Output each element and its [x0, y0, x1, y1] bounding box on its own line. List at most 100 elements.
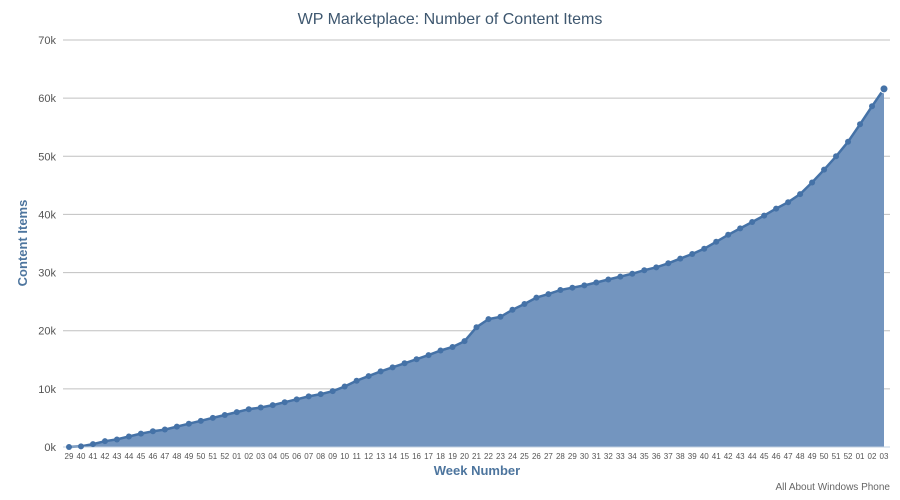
- data-point[interactable]: [245, 406, 252, 413]
- data-point[interactable]: [401, 360, 408, 367]
- y-axis-ticks: 0k 10k 20k 30k 40k 50k 60k 70k: [38, 35, 56, 454]
- data-point[interactable]: [89, 441, 96, 448]
- data-point[interactable]: [221, 412, 228, 419]
- x-tick-label: 08: [316, 452, 325, 461]
- data-point[interactable]: [377, 368, 384, 375]
- data-point[interactable]: [269, 402, 276, 409]
- data-point[interactable]: [641, 267, 648, 274]
- data-point[interactable]: [593, 279, 600, 286]
- data-point[interactable]: [557, 287, 564, 294]
- x-tick-label: 52: [844, 452, 853, 461]
- data-point[interactable]: [137, 430, 144, 437]
- data-point[interactable]: [353, 377, 360, 384]
- data-point[interactable]: [77, 443, 84, 450]
- data-point[interactable]: [857, 121, 864, 128]
- data-point[interactable]: [197, 417, 204, 424]
- data-point[interactable]: [713, 238, 720, 245]
- data-point[interactable]: [437, 347, 444, 354]
- data-point[interactable]: [413, 356, 420, 363]
- data-point[interactable]: [293, 396, 300, 403]
- x-tick-label: 30: [580, 452, 589, 461]
- x-tick-label: 52: [220, 452, 229, 461]
- data-point[interactable]: [761, 212, 768, 219]
- data-point[interactable]: [665, 260, 672, 267]
- x-tick-label: 47: [784, 452, 793, 461]
- x-tick-label: 34: [628, 452, 637, 461]
- x-tick-label: 41: [89, 452, 98, 461]
- x-axis-ticks: 29 40 41 42 43 44 45 46 47 48 49 50 51 52 01 02 03 04 05 06…: [65, 452, 889, 461]
- data-point[interactable]: [737, 225, 744, 232]
- x-tick-label: 44: [124, 452, 133, 461]
- data-point[interactable]: [533, 294, 540, 301]
- x-tick-label: 42: [724, 452, 733, 461]
- data-point[interactable]: [581, 282, 588, 289]
- data-point[interactable]: [485, 316, 492, 323]
- data-point[interactable]: [605, 276, 612, 283]
- data-point[interactable]: [209, 414, 216, 421]
- data-point[interactable]: [425, 352, 432, 359]
- data-point[interactable]: [545, 291, 552, 298]
- data-point[interactable]: [569, 284, 576, 291]
- data-point[interactable]: [749, 218, 756, 225]
- x-tick-label: 10: [340, 452, 349, 461]
- data-point[interactable]: [449, 343, 456, 350]
- data-point[interactable]: [821, 166, 828, 173]
- x-tick-label: 01: [232, 452, 241, 461]
- data-point[interactable]: [677, 255, 684, 262]
- data-point[interactable]: [149, 428, 156, 435]
- x-tick-label: 29: [65, 452, 74, 461]
- data-point[interactable]: [281, 399, 288, 406]
- data-point[interactable]: [329, 388, 336, 395]
- data-point[interactable]: [785, 199, 792, 206]
- x-tick-label: 26: [532, 452, 541, 461]
- data-point[interactable]: [173, 423, 180, 430]
- data-point[interactable]: [879, 84, 889, 94]
- data-point[interactable]: [869, 103, 876, 110]
- data-point[interactable]: [833, 153, 840, 160]
- x-tick-label: 13: [376, 452, 385, 461]
- x-tick-label: 38: [676, 452, 685, 461]
- x-tick-label: 01: [856, 452, 865, 461]
- x-tick-label: 32: [604, 452, 613, 461]
- x-tick-label: 19: [448, 452, 457, 461]
- x-tick-label: 51: [832, 452, 841, 461]
- data-point[interactable]: [161, 426, 168, 433]
- data-point[interactable]: [101, 438, 108, 445]
- data-point[interactable]: [521, 300, 528, 307]
- data-point[interactable]: [233, 409, 240, 416]
- x-tick-label: 23: [496, 452, 505, 461]
- data-point[interactable]: [461, 338, 468, 345]
- data-point[interactable]: [341, 383, 348, 390]
- data-point[interactable]: [809, 179, 816, 186]
- x-tick-label: 02: [244, 452, 253, 461]
- data-point[interactable]: [185, 420, 192, 427]
- data-point[interactable]: [617, 273, 624, 280]
- data-point[interactable]: [629, 270, 636, 277]
- x-tick-label: 42: [101, 452, 110, 461]
- data-point[interactable]: [497, 313, 504, 320]
- data-point[interactable]: [66, 444, 72, 450]
- data-point[interactable]: [317, 391, 324, 398]
- data-point[interactable]: [473, 324, 480, 331]
- x-tick-label: 18: [436, 452, 445, 461]
- y-tick-label: 0k: [44, 442, 56, 454]
- data-point[interactable]: [509, 306, 516, 313]
- data-point[interactable]: [125, 433, 132, 440]
- data-point[interactable]: [773, 205, 780, 212]
- data-point[interactable]: [113, 436, 120, 443]
- data-point[interactable]: [257, 404, 264, 411]
- x-tick-label: 50: [820, 452, 829, 461]
- data-point[interactable]: [653, 264, 660, 271]
- y-axis-title: Content Items: [15, 200, 30, 287]
- data-point[interactable]: [701, 245, 708, 252]
- x-tick-label: 12: [364, 452, 373, 461]
- data-point[interactable]: [689, 250, 696, 257]
- data-point[interactable]: [305, 393, 312, 400]
- data-point[interactable]: [797, 191, 804, 198]
- data-point[interactable]: [365, 373, 372, 380]
- x-axis-title: Week Number: [434, 463, 520, 478]
- data-point[interactable]: [725, 231, 732, 238]
- data-point[interactable]: [389, 364, 396, 371]
- data-point[interactable]: [845, 138, 852, 145]
